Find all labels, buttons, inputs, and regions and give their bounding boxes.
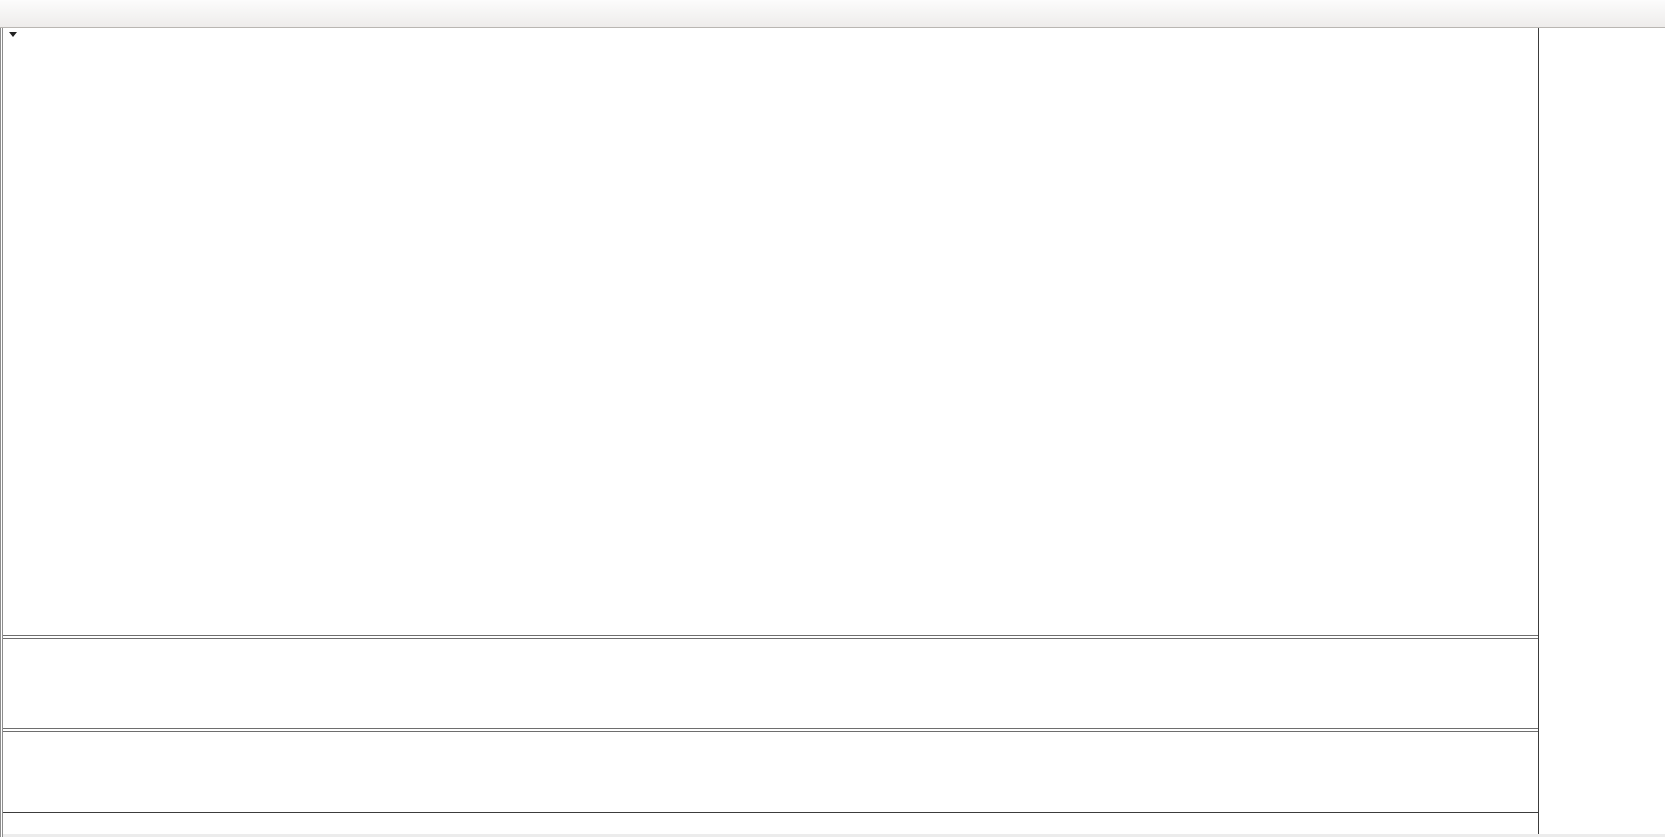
window-bottom-strip <box>3 834 1665 837</box>
chart-title-caret-icon[interactable] <box>9 32 17 37</box>
toolbar <box>0 0 1665 28</box>
rsi-panel[interactable] <box>3 731 1538 813</box>
candlestick-chart-canvas[interactable] <box>3 28 1538 636</box>
chart-plot-area[interactable] <box>3 28 1538 837</box>
price-axis[interactable] <box>1538 28 1665 837</box>
price-chart-panel[interactable] <box>3 28 1538 636</box>
time-axis[interactable] <box>3 813 1538 837</box>
macd-chart-canvas[interactable] <box>3 639 1538 728</box>
chart-window[interactable] <box>0 28 1665 837</box>
rsi-chart-canvas[interactable] <box>3 732 1538 812</box>
macd-panel[interactable] <box>3 638 1538 729</box>
chart-title <box>9 32 23 37</box>
